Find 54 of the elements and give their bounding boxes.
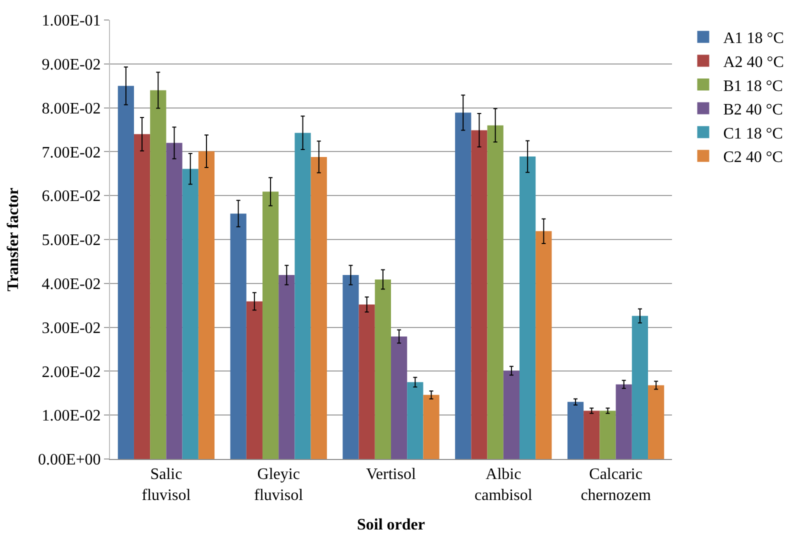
bar	[262, 192, 279, 459]
legend-label: A2 40 °C	[723, 54, 784, 71]
y-tick-label: 9.00E-02	[42, 56, 101, 74]
bar	[407, 382, 424, 459]
y-tick-label: 1.00E-02	[42, 408, 101, 425]
bar	[374, 279, 391, 459]
bar	[648, 385, 664, 459]
bar	[520, 156, 536, 459]
y-axis-title: Transfer factor	[4, 188, 22, 292]
x-tick-label: Salic fluvisol	[142, 466, 192, 504]
y-tick-label: 3.00E-02	[42, 320, 101, 337]
y-tick-label: 6.00E-02	[42, 188, 101, 206]
legend-label: B1 18 °C	[723, 78, 783, 95]
y-tick-label: 4.00E-02	[42, 276, 101, 293]
bar	[166, 142, 182, 459]
bar	[471, 130, 488, 459]
y-tick-label: 1.00E-01	[42, 12, 101, 30]
x-tick-label: Albic cambisol	[474, 466, 533, 504]
legend-label: B2 40 °C	[723, 102, 783, 119]
bar	[536, 231, 552, 459]
bar	[358, 304, 375, 459]
legend-label: C2 40 °C	[723, 149, 783, 166]
bar	[150, 90, 166, 459]
bar	[487, 125, 504, 459]
bar	[118, 86, 134, 459]
x-tick-label: Vertisol	[366, 466, 416, 484]
y-tick-label: 0.00E+00	[38, 452, 101, 469]
bar	[310, 156, 327, 459]
x-axis-title: Soil order	[357, 516, 425, 534]
x-tick-label: Calcaric chernozem	[580, 466, 652, 504]
bar	[423, 394, 440, 459]
x-tick-label: Gleyic fluvisol	[254, 466, 304, 504]
bar	[391, 336, 408, 459]
y-tick-label: 5.00E-02	[42, 232, 101, 250]
bar	[198, 151, 215, 459]
legend-label: A1 18 °C	[723, 30, 784, 48]
bar	[246, 301, 262, 459]
bar	[600, 410, 616, 459]
y-tick-label: 8.00E-02	[42, 100, 101, 118]
bar	[182, 168, 198, 459]
bar	[294, 132, 311, 459]
bar	[584, 410, 600, 459]
bar	[278, 275, 295, 459]
y-tick-label: 2.00E-02	[42, 364, 101, 381]
bar	[455, 112, 472, 459]
legend-label: C1 18 °C	[723, 125, 783, 142]
bar	[567, 402, 584, 459]
bar	[503, 370, 520, 459]
bar	[342, 275, 359, 459]
bar	[632, 316, 648, 459]
bar	[230, 214, 246, 459]
bar	[616, 384, 632, 459]
bar	[134, 134, 150, 459]
y-tick-label: 7.00E-02	[42, 144, 101, 162]
